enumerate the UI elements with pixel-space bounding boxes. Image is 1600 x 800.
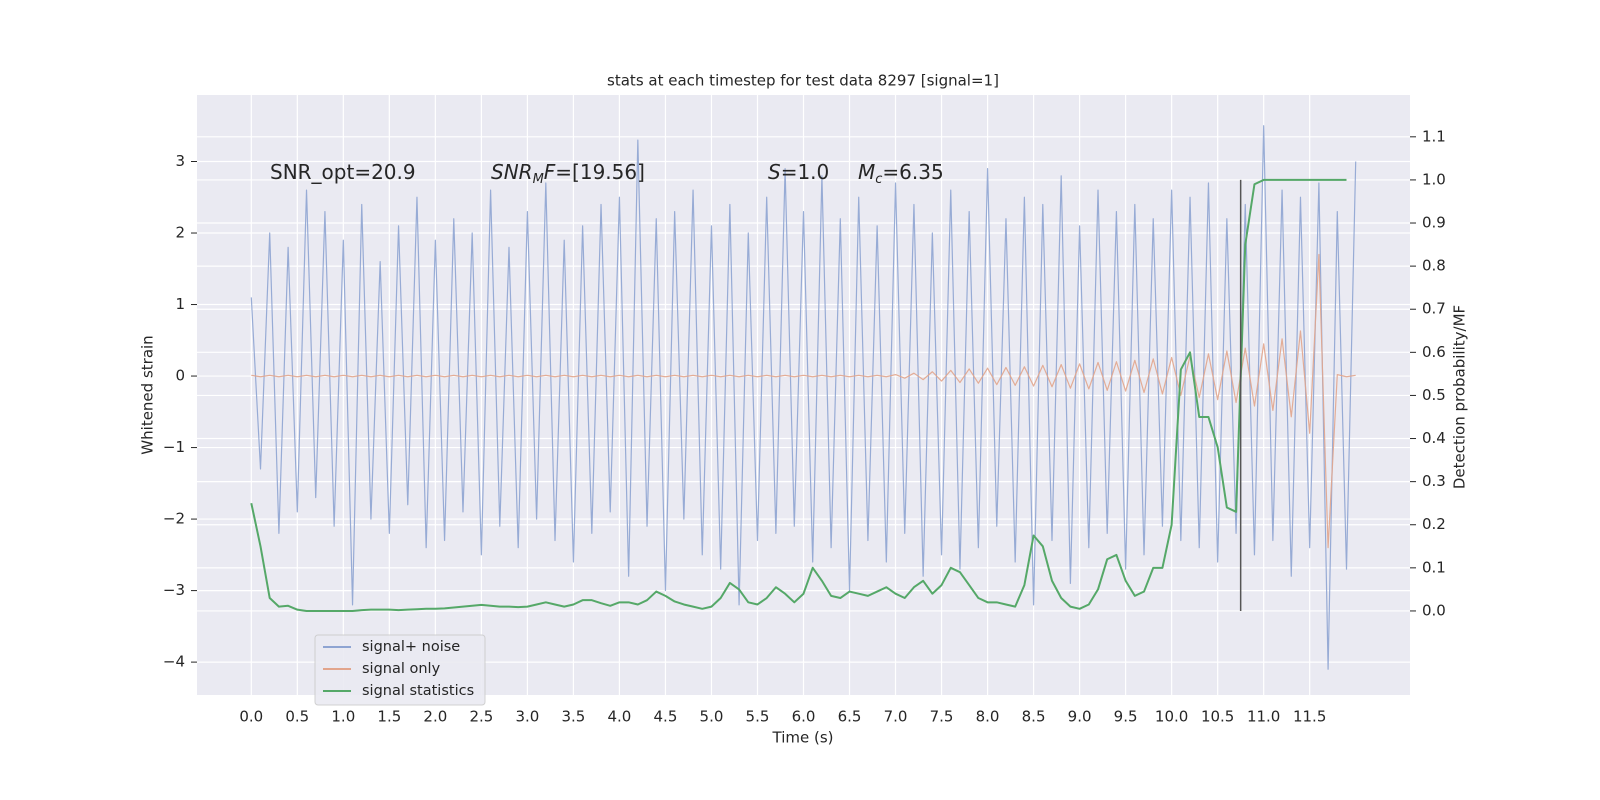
x-tick-label: 7.5 xyxy=(930,708,954,726)
y-tick-label: 1 xyxy=(175,295,185,313)
x-tick-label: 4.5 xyxy=(654,708,678,726)
annotation-part: M xyxy=(858,160,875,184)
y2-tick-label: 1.0 xyxy=(1422,170,1446,188)
y2-tick-label: 0.5 xyxy=(1422,386,1446,404)
x-tick-label: 5.5 xyxy=(746,708,770,726)
y2-tick-label: 0.8 xyxy=(1422,257,1446,275)
x-tick-label: 9.0 xyxy=(1068,708,1092,726)
chart-title: stats at each timestep for test data 829… xyxy=(607,72,999,90)
y2-tick-label: 0.0 xyxy=(1422,601,1446,619)
x-tick-label: 11.5 xyxy=(1293,708,1326,726)
annotation-part: SNR_opt=20.9 xyxy=(270,160,416,184)
annotation-part: M xyxy=(533,172,544,187)
annotation-part: =1.0 xyxy=(781,160,830,184)
series-line xyxy=(251,253,1356,549)
legend-box xyxy=(314,634,486,706)
y-tick-label: −1 xyxy=(163,438,185,456)
x-tick-label: 10.5 xyxy=(1201,708,1234,726)
y2-tick-label: 0.7 xyxy=(1422,300,1446,318)
x-tick-label: 4.0 xyxy=(608,708,632,726)
x-tick-label: 10.0 xyxy=(1155,708,1188,726)
y-axis-label: Whitened strain xyxy=(139,335,157,454)
x-tick-label: 3.5 xyxy=(561,708,585,726)
x-tick-label: 9.5 xyxy=(1114,708,1138,726)
legend-label: signal statistics xyxy=(362,683,474,699)
x-tick-label: 11.0 xyxy=(1247,708,1280,726)
legend-label: signal+ noise xyxy=(362,639,460,655)
x-tick-label: 6.0 xyxy=(792,708,816,726)
annotation-part: c xyxy=(875,172,882,187)
y2-tick-label: 0.2 xyxy=(1422,515,1446,533)
series-line xyxy=(250,178,1347,612)
annotation: SNRMF=[19.56] xyxy=(491,160,645,187)
x-tick-label: 8.5 xyxy=(1022,708,1046,726)
y-tick-label: 0 xyxy=(175,367,185,385)
x-tick-label: 0.5 xyxy=(285,708,309,726)
x-axis-label: Time (s) xyxy=(772,729,834,747)
legend-label: signal only xyxy=(362,661,441,677)
y2-tick-label: 0.6 xyxy=(1422,343,1446,361)
x-tick-label: 3.0 xyxy=(515,708,539,726)
annotation-part: =6.35 xyxy=(882,160,943,184)
annotation-part: =[19.56] xyxy=(555,160,645,184)
x-tick-label: 1.5 xyxy=(377,708,401,726)
annotation: SNR_opt=20.9 xyxy=(270,160,416,184)
x-tick-label: 6.5 xyxy=(838,708,862,726)
x-tick-label: 1.0 xyxy=(331,708,355,726)
x-tick-label: 2.0 xyxy=(423,708,447,726)
annotation-part: SNR xyxy=(491,160,533,184)
y2-tick-label: 1.1 xyxy=(1422,127,1446,145)
legend: signal+ noise signal only signal statistic… xyxy=(314,634,486,706)
y2-tick-label: 0.3 xyxy=(1422,472,1446,490)
y-tick-label: 2 xyxy=(175,224,185,242)
y2-tick-label: 0.9 xyxy=(1422,214,1446,232)
y-tick-label: −3 xyxy=(163,581,185,599)
x-tick-label: 0.0 xyxy=(239,708,263,726)
y-tick-label: −4 xyxy=(163,653,185,671)
x-tick-label: 5.0 xyxy=(700,708,724,726)
x-tick-label: 2.5 xyxy=(469,708,493,726)
y2-tick-label: 0.4 xyxy=(1422,429,1446,447)
annotation: S=1.0 xyxy=(768,160,829,184)
marks xyxy=(250,125,1357,670)
x-tick-label: 8.0 xyxy=(976,708,1000,726)
y2-axis-label: Detection probability/MF xyxy=(1451,305,1469,489)
series-line xyxy=(250,125,1357,670)
y-tick-label: −2 xyxy=(163,510,185,528)
annotation-part: S xyxy=(768,160,781,184)
x-tick-label: 7.0 xyxy=(884,708,908,726)
annotation-part: F xyxy=(544,160,556,184)
y-tick-label: 3 xyxy=(175,152,185,170)
annotation: Mc=6.35 xyxy=(858,160,944,187)
y2-tick-label: 0.1 xyxy=(1422,558,1446,576)
